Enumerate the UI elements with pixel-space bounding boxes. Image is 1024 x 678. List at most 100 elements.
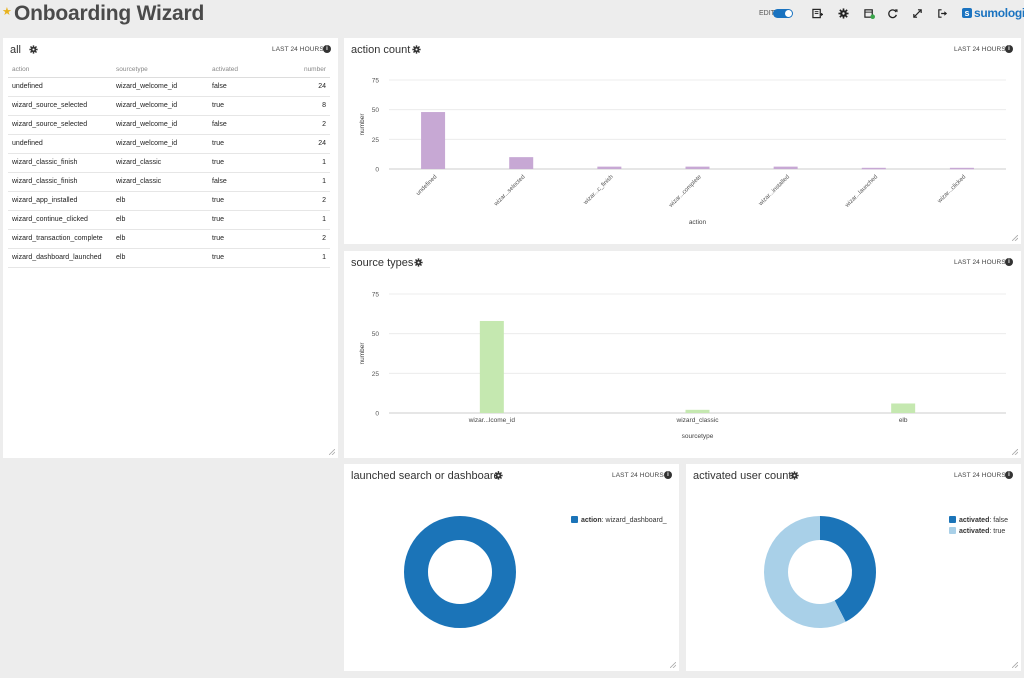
- table-cell-number: 2: [278, 229, 330, 249]
- table-row[interactable]: undefined wizard_welcome_id true 24: [8, 134, 330, 154]
- table-header-row: action sourcetype activated number: [8, 62, 330, 78]
- refresh-icon[interactable]: [885, 6, 899, 20]
- table-cell-activated: true: [208, 134, 278, 154]
- time-range-label[interactable]: LAST 24 HOURS: [272, 46, 324, 53]
- table-row[interactable]: undefined wizard_welcome_id false 24: [8, 77, 330, 97]
- table-cell-number: 1: [278, 248, 330, 268]
- time-range-label[interactable]: LAST 24 HOURS: [612, 472, 664, 479]
- panel-title: action count: [351, 44, 411, 56]
- x-tick-label: wizar...c_finish: [582, 174, 615, 207]
- y-tick-label: 25: [372, 371, 380, 378]
- table-cell-sourcetype: wizard_classic: [112, 172, 208, 192]
- table-row[interactable]: wizard_app_installed elb true 2: [8, 191, 330, 211]
- bar: [479, 320, 504, 413]
- table-row[interactable]: wizard_classic_finish wizard_classic false…: [8, 172, 330, 192]
- table-row[interactable]: wizard_continue_clicked elb true 1: [8, 210, 330, 230]
- table-cell-number: 2: [278, 115, 330, 135]
- column-header-sourcetype[interactable]: sourcetype: [112, 62, 208, 78]
- panel-settings-gear-icon[interactable]: [790, 471, 799, 480]
- table-cell-action: undefined: [8, 77, 112, 97]
- table-row[interactable]: wizard_source_selected wizard_welcome_id t…: [8, 96, 330, 116]
- y-tick-label: 25: [372, 137, 380, 144]
- table-cell-action: wizard_transaction_complete: [8, 229, 112, 249]
- table-row[interactable]: wizard_dashboard_launched elb true 1: [8, 248, 330, 268]
- x-tick-label: wizar...installed: [757, 174, 791, 208]
- table-cell-action: wizard_dashboard_launched: [8, 248, 112, 268]
- add-panel-icon[interactable]: [810, 6, 824, 20]
- panel-resize-handle[interactable]: [1012, 235, 1018, 241]
- panel-info-icon[interactable]: i: [1005, 45, 1013, 53]
- settings-gear-icon[interactable]: [836, 6, 850, 20]
- y-axis-label: number: [359, 113, 366, 136]
- table-cell-sourcetype: wizard_welcome_id: [112, 134, 208, 154]
- bar: [949, 167, 974, 170]
- favorite-star-icon[interactable]: ★: [2, 6, 12, 18]
- bar: [685, 166, 710, 169]
- legend-key: activated: [959, 528, 990, 535]
- table-cell-sourcetype: elb: [112, 248, 208, 268]
- panel-info-icon[interactable]: i: [323, 45, 331, 53]
- donut-slice: [404, 516, 516, 628]
- edit-toggle[interactable]: [773, 9, 793, 18]
- fullscreen-icon[interactable]: [910, 6, 924, 20]
- panel-resize-handle[interactable]: [329, 449, 335, 455]
- table-cell-number: 2: [278, 191, 330, 211]
- table-cell-activated: true: [208, 191, 278, 211]
- table-cell-action: wizard_classic_finish: [8, 153, 112, 173]
- table-cell-sourcetype: wizard_welcome_id: [112, 77, 208, 97]
- chart-legend: action: wizard_dashboard_: [571, 515, 667, 526]
- panel-settings-gear-icon[interactable]: [414, 258, 423, 267]
- legend-key: activated: [959, 517, 990, 524]
- table-cell-action: wizard_source_selected: [8, 115, 112, 135]
- y-axis-label: number: [359, 342, 366, 365]
- x-tick-label: elb: [899, 417, 908, 424]
- panel-settings-gear-icon[interactable]: [494, 471, 503, 480]
- legend-item[interactable]: activated: true: [949, 526, 1008, 537]
- activated-donut-chart: [764, 516, 876, 628]
- results-table: action sourcetype activated number undef…: [8, 62, 330, 268]
- panel-resize-handle[interactable]: [1012, 662, 1018, 668]
- chart-legend: activated: false activated: true: [949, 515, 1008, 537]
- panel-info-icon[interactable]: i: [664, 471, 672, 479]
- y-tick-label: 50: [372, 331, 380, 338]
- y-tick-label: 50: [372, 107, 380, 114]
- x-tick-label: undefined: [416, 174, 439, 197]
- bar: [509, 157, 534, 169]
- panel-source-types: source types LAST 24 HOURS i 0 25 50 75 wiza…: [344, 251, 1021, 458]
- table-cell-activated: true: [208, 153, 278, 173]
- panel-settings-gear-icon[interactable]: [412, 45, 421, 54]
- x-tick-label: wizar...complete: [668, 174, 704, 210]
- table-row[interactable]: wizard_source_selected wizard_welcome_id f…: [8, 115, 330, 135]
- table-cell-number: 24: [278, 77, 330, 97]
- legend-label: false: [993, 517, 1009, 524]
- panel-all: all LAST 24 HOURS i action sourcetype ac…: [3, 38, 338, 458]
- page-title: Onboarding Wizard: [14, 2, 205, 25]
- time-range-label[interactable]: LAST 24 HOURS: [954, 259, 1006, 266]
- panel-resize-handle[interactable]: [1012, 449, 1018, 455]
- share-exit-icon[interactable]: [935, 6, 949, 20]
- table-cell-activated: true: [208, 248, 278, 268]
- panel-settings-gear-icon[interactable]: [29, 45, 38, 54]
- y-tick-label: 75: [372, 78, 380, 85]
- sumologic-logo-icon: s: [962, 8, 972, 18]
- panel-title: source types: [351, 257, 414, 269]
- table-cell-number: 1: [278, 172, 330, 192]
- legend-item[interactable]: activated: false: [949, 515, 1008, 526]
- table-row[interactable]: wizard_classic_finish wizard_classic true 1: [8, 153, 330, 173]
- sumologic-brand: sumologic: [974, 6, 1024, 20]
- sumologic-logo: s sumologic: [962, 7, 1024, 19]
- panel-info-icon[interactable]: i: [1005, 258, 1013, 266]
- table-row[interactable]: wizard_transaction_complete elb true 2: [8, 229, 330, 249]
- table-cell-action: undefined: [8, 134, 112, 154]
- time-range-label[interactable]: LAST 24 HOURS: [954, 46, 1006, 53]
- panel-resize-handle[interactable]: [670, 662, 676, 668]
- legend-item[interactable]: action: wizard_dashboard_: [571, 515, 667, 526]
- column-header-number[interactable]: number: [278, 62, 330, 78]
- column-header-activated[interactable]: activated: [208, 62, 278, 78]
- scheduled-report-icon[interactable]: [862, 6, 876, 20]
- table-cell-activated: false: [208, 77, 278, 97]
- panel-info-icon[interactable]: i: [1005, 471, 1013, 479]
- column-header-action[interactable]: action: [8, 62, 112, 78]
- time-range-label[interactable]: LAST 24 HOURS: [954, 472, 1006, 479]
- x-tick-label: wizar...clicked: [936, 174, 967, 205]
